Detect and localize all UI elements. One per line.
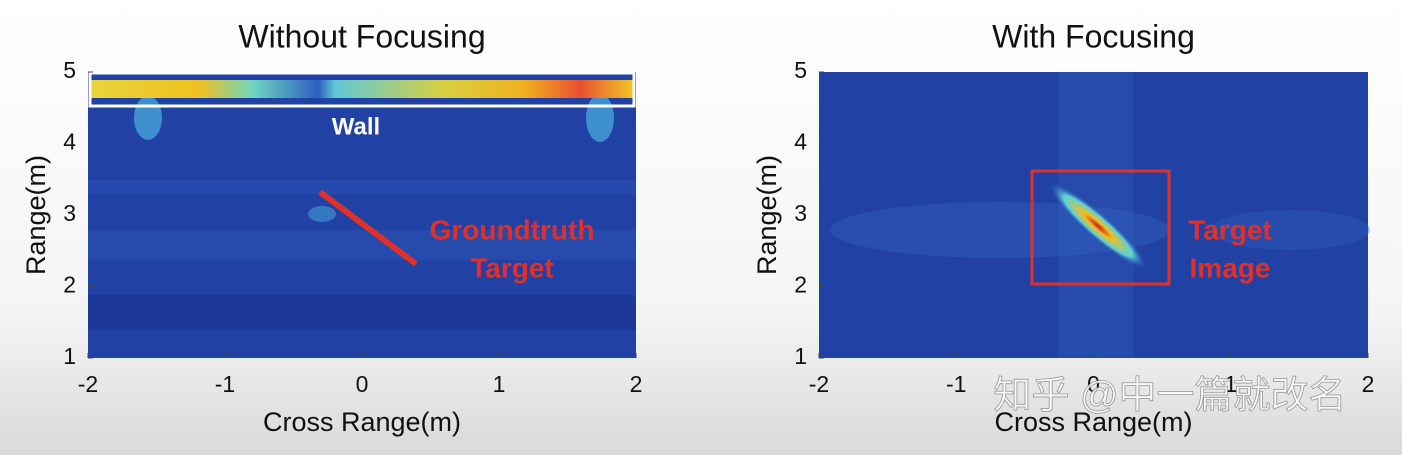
heatmap-blob [308, 206, 336, 222]
annotation: Groundtruth [430, 214, 595, 245]
heatmap-band [88, 180, 636, 194]
y-tick-label: 3 [63, 200, 76, 226]
x-axis-label: Cross Range(m) [994, 407, 1192, 437]
heatmap-band [88, 230, 636, 260]
y-axis-label: Range(m) [752, 155, 782, 275]
x-tick-label: -2 [78, 371, 98, 397]
x-tick-label: -1 [946, 371, 966, 397]
heatmap-band [88, 295, 636, 330]
x-tick-label: 2 [1362, 371, 1375, 397]
x-tick-label: 2 [630, 371, 643, 397]
heatmap-blob [134, 96, 162, 140]
y-tick-label: 2 [63, 272, 76, 298]
annotation: Image [1190, 252, 1271, 283]
x-tick-label: -2 [809, 371, 829, 397]
x-axis-label: Cross Range(m) [263, 407, 461, 437]
annotation: Target [1188, 214, 1272, 245]
y-tick-label: 5 [63, 57, 76, 83]
groundtruth-line [318, 189, 418, 267]
chart-title: With Focusing [992, 18, 1195, 54]
annotation: Target [470, 252, 554, 283]
y-tick-label: 1 [63, 343, 76, 369]
x-tick-label: 1 [493, 371, 506, 397]
heatmap-haze [1210, 210, 1370, 250]
y-tick-label: 1 [794, 343, 807, 369]
y-tick-label: 5 [794, 57, 807, 83]
y-tick-label: 4 [63, 129, 76, 155]
x-tick-label: 0 [1087, 371, 1100, 397]
target-box [1030, 169, 1171, 286]
wall-reflection [90, 80, 634, 98]
annotation: Wall [332, 113, 380, 140]
y-tick-label: 2 [794, 272, 807, 298]
y-axis-label: Range(m) [21, 155, 51, 275]
wall-box [88, 71, 636, 108]
chart-title: Without Focusing [238, 18, 485, 54]
target-image [1049, 183, 1147, 269]
heatmap-blob [586, 94, 614, 142]
watermark: 知乎 @中一篇就改名 [993, 375, 1346, 417]
y-tick-label: 4 [794, 129, 807, 155]
x-tick-label: -1 [215, 371, 235, 397]
x-tick-label: 1 [1224, 371, 1237, 397]
y-tick-label: 3 [794, 200, 807, 226]
x-tick-label: 0 [356, 371, 369, 397]
